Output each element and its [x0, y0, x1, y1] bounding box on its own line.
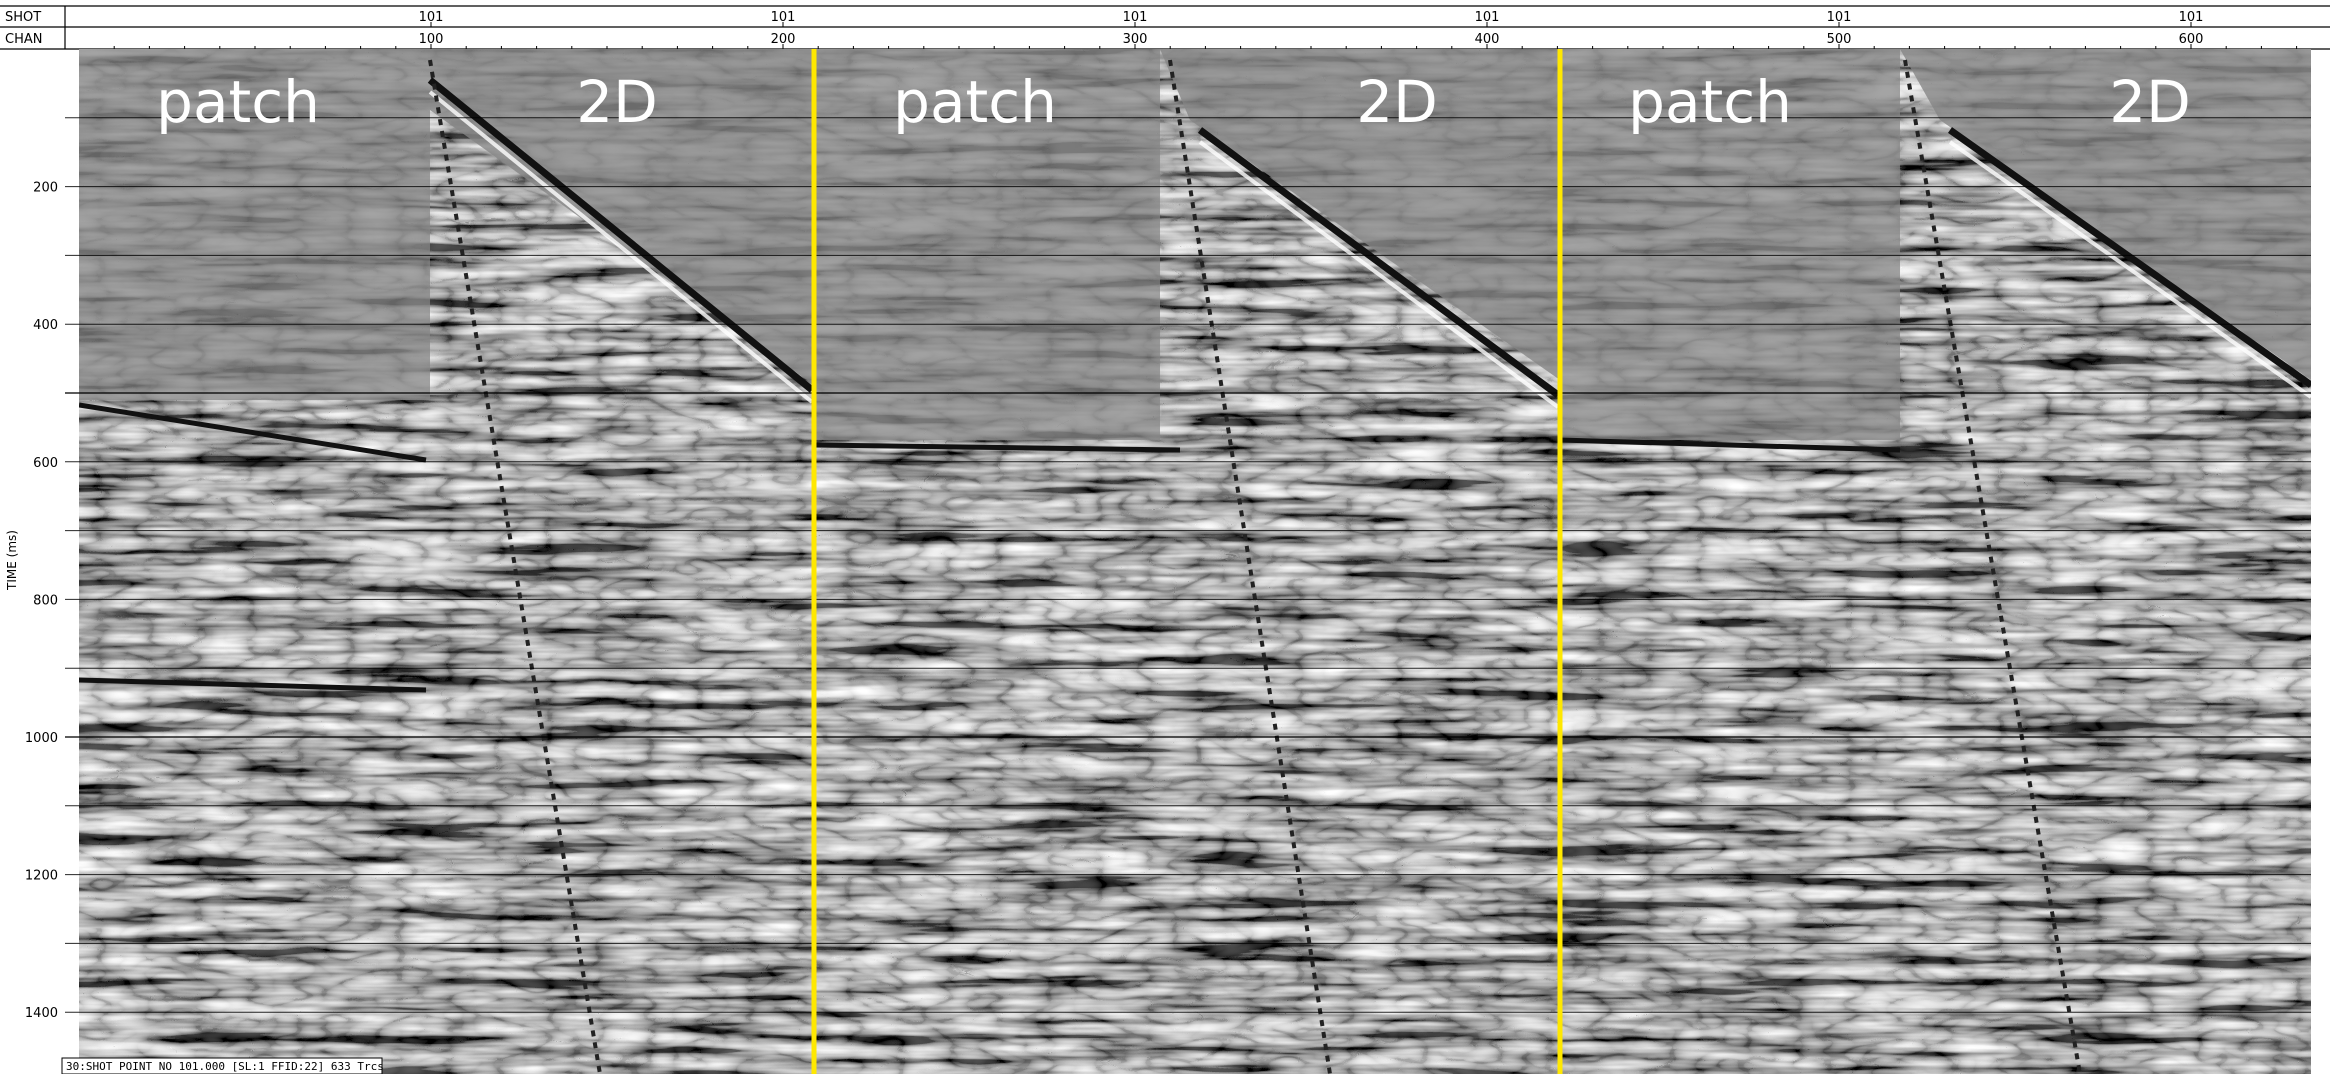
panel-label: patch	[1628, 68, 1792, 136]
time-axis-label: TIME (ms)	[5, 530, 19, 591]
time-tick-label: 600	[33, 456, 58, 471]
time-tick-label: 1400	[25, 1006, 58, 1021]
time-tick-label: 400	[33, 318, 58, 333]
time-tick-label: 1000	[25, 731, 58, 746]
header-row-label: SHOT	[5, 10, 41, 25]
time-tick-label: 800	[33, 593, 58, 608]
time-tick-label: 1200	[25, 869, 58, 884]
status-text: 30:SHOT POINT NO 101.000 [SL:1 FFID:22] …	[66, 1060, 384, 1073]
seismic-image	[79, 49, 2311, 1074]
seismic-viewer: SHOT CHAN TIME (ms) 30:SHOT POINT NO 101…	[0, 0, 2330, 1074]
panel-label: patch	[893, 68, 1057, 136]
panel-label: 2D	[1356, 68, 1438, 136]
panel-label: 2D	[576, 68, 658, 136]
panel-label: 2D	[2109, 68, 2191, 136]
time-tick-label: 200	[33, 181, 58, 196]
panel-label: patch	[156, 68, 320, 136]
header-row-label: CHAN	[5, 32, 42, 47]
